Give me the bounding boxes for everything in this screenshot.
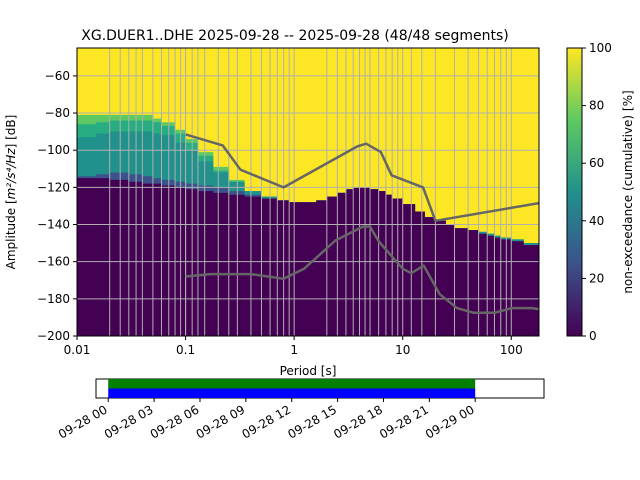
y-axis-label-suffix: ] [dB]: [4, 115, 18, 149]
chart-title: XG.DUER1..DHE 2025-09-28 -- 2025-09-28 (…: [81, 28, 509, 44]
x-tick-label: 0.1: [176, 343, 195, 357]
timeline-bar-available-data: [108, 379, 476, 389]
colorbar-label: non-exceedance (cumulative) [%]: [621, 90, 635, 293]
colorbar-tick-label: 40: [589, 214, 604, 228]
colorbar-tick-label: 100: [589, 41, 612, 55]
x-tick-label: 100: [500, 343, 523, 357]
timeline-tick-label: 09-28 06: [148, 402, 202, 441]
y-tick-label: −80: [45, 106, 70, 120]
colorbar-tick-label: 20: [589, 271, 604, 285]
x-axis-label: Period [s]: [280, 364, 337, 378]
y-tick-label: −180: [37, 292, 70, 306]
y-axis-label-prefix: Amplitude [: [4, 199, 18, 269]
y-tick-label: −200: [37, 329, 70, 343]
timeline-tick-label: 09-29 00: [423, 402, 477, 441]
colorbar-tick-label: 60: [589, 156, 604, 170]
y-tick-label: −60: [45, 69, 70, 83]
y-axis-label: Amplitude [m²/s⁴/Hz] [dB]: [4, 115, 18, 270]
psd-plot-area: [77, 48, 539, 336]
nhnm-curve: [185, 133, 539, 223]
x-tick-label: 1: [290, 343, 298, 357]
timeline-tick-label: 09-28 12: [239, 402, 293, 441]
y-tick-label: −120: [37, 180, 70, 194]
timeline-tick-label: 09-28 00: [56, 402, 110, 441]
y-axis-ticks: −60 −80 −100 −120 −140 −160 −180 −200: [37, 69, 77, 343]
y-tick-label: −160: [37, 255, 70, 269]
y-axis-label-units: m²/s⁴/Hz: [4, 148, 18, 200]
timeline-tick-label: 09-28 09: [194, 402, 248, 441]
timeline-tick-label: 09-28 18: [331, 402, 385, 441]
x-axis-ticks: 0.01 0.1 1 10 100: [64, 336, 523, 357]
gridlines: [77, 48, 539, 336]
colorbar: 0 20 40 60 80 100 non-exceedance (cumulative)…: [566, 41, 635, 343]
timeline-tick-label: 09-28 21: [377, 402, 431, 441]
timeline-tick-label: 09-28 15: [285, 402, 339, 441]
timeline-tick-label: 09-28 03: [102, 402, 156, 441]
nlnm-curve: [185, 225, 539, 315]
timeline-bars: [108, 379, 476, 398]
colorbar-tick-label: 80: [589, 99, 604, 113]
x-tick-label: 10: [395, 343, 410, 357]
colorbar-tick-label: 0: [589, 329, 597, 343]
colorbar-gradient: [566, 47, 583, 337]
noise-model-curves: [185, 133, 539, 315]
colorbar-ticks: 0 20 40 60 80 100: [582, 41, 612, 343]
y-tick-label: −140: [37, 218, 70, 232]
x-tick-label: 0.01: [64, 343, 91, 357]
plot-frame: [76, 47, 540, 337]
y-tick-label: −100: [37, 143, 70, 157]
timeline-bar-used-segments: [108, 388, 476, 398]
